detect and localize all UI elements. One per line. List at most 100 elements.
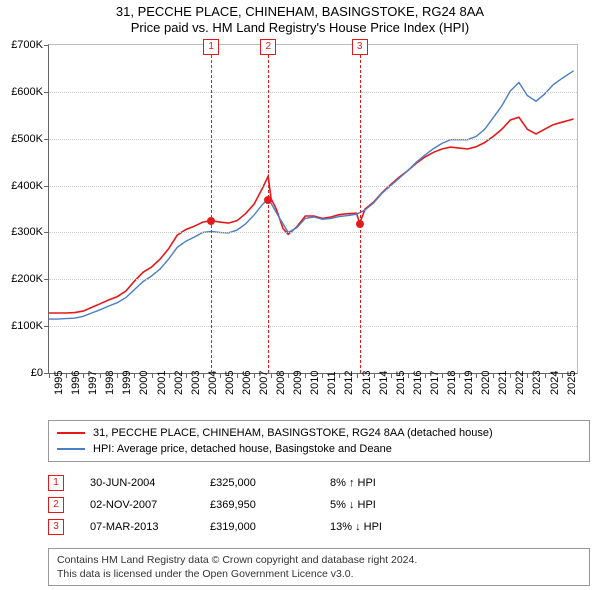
- x-tick-label: 2001: [156, 371, 168, 395]
- x-tick-label: 2011: [326, 371, 338, 395]
- event-price: £369,950: [210, 499, 330, 511]
- x-tick-mark: [408, 373, 409, 378]
- event-hpi-delta: 13% ↓ HPI: [330, 521, 450, 533]
- x-tick-mark: [117, 373, 118, 378]
- event-marker-box: 1: [203, 39, 219, 55]
- x-tick-label: 2025: [566, 371, 578, 395]
- gridline-h: [49, 92, 577, 93]
- sale-point: [264, 196, 272, 204]
- x-tick-label: 2019: [463, 371, 475, 395]
- x-tick-mark: [305, 373, 306, 378]
- y-tick-mark: [44, 139, 49, 140]
- legend: 31, PECCHE PLACE, CHINEHAM, BASINGSTOKE,…: [48, 420, 590, 462]
- y-tick-label: £400K: [1, 180, 43, 192]
- x-tick-label: 2020: [480, 371, 492, 395]
- x-tick-label: 2024: [549, 371, 561, 395]
- event-hpi-delta: 5% ↓ HPI: [330, 499, 450, 511]
- y-tick-mark: [44, 279, 49, 280]
- x-tick-label: 2012: [343, 371, 355, 395]
- x-tick-label: 1995: [53, 371, 65, 395]
- x-tick-label: 1996: [70, 371, 82, 395]
- x-tick-mark: [237, 373, 238, 378]
- x-tick-mark: [459, 373, 460, 378]
- y-tick-mark: [44, 186, 49, 187]
- x-tick-label: 2007: [258, 371, 270, 395]
- y-tick-mark: [44, 326, 49, 327]
- x-tick-mark: [562, 373, 563, 378]
- legend-label: 31, PECCHE PLACE, CHINEHAM, BASINGSTOKE,…: [93, 427, 493, 439]
- x-tick-label: 2023: [531, 371, 543, 395]
- event-number-box: 1: [48, 475, 64, 491]
- series-line-hpi: [49, 71, 574, 319]
- event-hpi-delta: 8% ↑ HPI: [330, 477, 450, 489]
- y-tick-label: £300K: [1, 226, 43, 238]
- x-tick-label: 2014: [378, 371, 390, 395]
- gridline-h: [49, 279, 577, 280]
- x-tick-mark: [152, 373, 153, 378]
- legend-row: 31, PECCHE PLACE, CHINEHAM, BASINGSTOKE,…: [57, 425, 581, 441]
- event-date: 30-JUN-2004: [90, 477, 210, 489]
- x-tick-label: 2008: [275, 371, 287, 395]
- x-tick-label: 2017: [429, 371, 441, 395]
- chart-title: 31, PECCHE PLACE, CHINEHAM, BASINGSTOKE,…: [0, 4, 600, 20]
- x-tick-mark: [288, 373, 289, 378]
- event-marker-line: [268, 45, 269, 373]
- plot-area: £0£100K£200K£300K£400K£500K£600K£700K199…: [48, 44, 578, 374]
- x-tick-mark: [339, 373, 340, 378]
- legend-label: HPI: Average price, detached house, Basi…: [93, 443, 392, 455]
- x-tick-mark: [545, 373, 546, 378]
- series-svg: [49, 45, 577, 373]
- event-price: £319,000: [210, 521, 330, 533]
- gridline-h: [49, 232, 577, 233]
- event-marker-line: [360, 45, 361, 373]
- y-tick-label: £500K: [1, 133, 43, 145]
- event-marker-box: 3: [352, 39, 368, 55]
- x-tick-mark: [186, 373, 187, 378]
- x-tick-label: 2002: [173, 371, 185, 395]
- event-date: 07-MAR-2013: [90, 521, 210, 533]
- event-row: 130-JUN-2004£325,0008% ↑ HPI: [48, 472, 590, 494]
- x-tick-mark: [357, 373, 358, 378]
- attribution-footer: Contains HM Land Registry data © Crown c…: [48, 548, 590, 586]
- x-tick-mark: [100, 373, 101, 378]
- x-tick-label: 2006: [241, 371, 253, 395]
- x-tick-label: 1999: [121, 371, 133, 395]
- y-tick-label: £100K: [1, 320, 43, 332]
- x-tick-mark: [442, 373, 443, 378]
- x-tick-mark: [322, 373, 323, 378]
- x-tick-mark: [391, 373, 392, 378]
- series-line-property: [49, 117, 574, 313]
- sale-point: [356, 220, 364, 228]
- x-tick-mark: [220, 373, 221, 378]
- x-tick-label: 2000: [138, 371, 150, 395]
- x-tick-mark: [374, 373, 375, 378]
- x-tick-mark: [49, 373, 50, 378]
- x-tick-label: 2018: [446, 371, 458, 395]
- x-tick-label: 1997: [87, 371, 99, 395]
- x-tick-mark: [134, 373, 135, 378]
- x-tick-label: 2010: [309, 371, 321, 395]
- x-tick-label: 2015: [395, 371, 407, 395]
- x-tick-label: 2003: [190, 371, 202, 395]
- x-tick-mark: [271, 373, 272, 378]
- x-tick-label: 2013: [361, 371, 373, 395]
- x-tick-mark: [83, 373, 84, 378]
- gridline-h: [49, 186, 577, 187]
- x-tick-mark: [476, 373, 477, 378]
- footer-line-1: Contains HM Land Registry data © Crown c…: [57, 553, 581, 567]
- x-tick-mark: [203, 373, 204, 378]
- event-number-box: 3: [48, 519, 64, 535]
- legend-swatch: [57, 448, 85, 450]
- y-tick-mark: [44, 92, 49, 93]
- event-row: 3 07-MAR-2013£319,00013% ↓ HPI: [48, 516, 590, 538]
- x-tick-label: 2022: [514, 371, 526, 395]
- event-number-box: 2: [48, 497, 64, 513]
- x-tick-mark: [169, 373, 170, 378]
- gridline-h: [49, 139, 577, 140]
- footer-line-2: This data is licensed under the Open Gov…: [57, 567, 581, 581]
- x-tick-mark: [254, 373, 255, 378]
- event-marker-box: 2: [260, 39, 276, 55]
- y-tick-label: £0: [1, 367, 43, 379]
- y-tick-mark: [44, 232, 49, 233]
- y-tick-label: £600K: [1, 86, 43, 98]
